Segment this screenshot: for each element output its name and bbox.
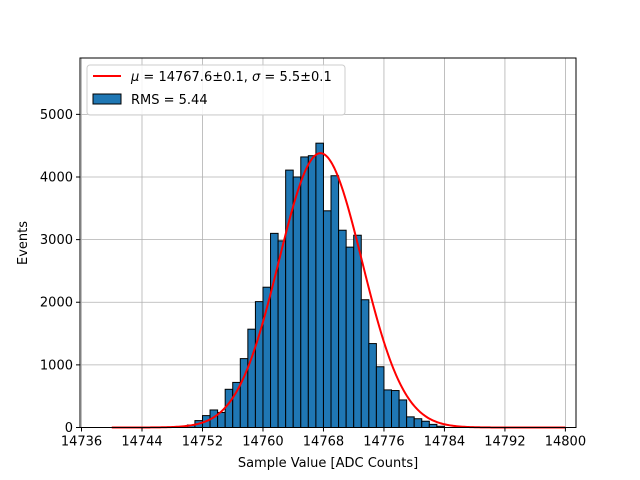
x-tick-label-4: 14768 [303, 435, 344, 450]
histogram-bar [353, 234, 362, 428]
x-tick-label-3: 14760 [242, 435, 283, 450]
histogram-bar [277, 240, 287, 428]
legend-histogram-swatch [92, 93, 122, 105]
histogram-bar [398, 399, 408, 428]
histogram-bar [315, 142, 324, 428]
x-tick-label-5: 14776 [363, 435, 404, 450]
legend-histogram-label: RMS = 5.44 [131, 93, 208, 108]
y-tick-label-1: 1000 [40, 358, 73, 373]
histogram-bar [270, 232, 279, 428]
x-tick-label-0: 14736 [61, 435, 102, 450]
histogram-bar [224, 388, 234, 428]
histogram-bar [421, 420, 430, 428]
legend-fit-label: μ = 14767.6±0.1, σ = 5.5±0.1 [130, 70, 332, 85]
x-axis-ticks: 14736 14744 14752 14760 14768 14776 14784 14792… [61, 427, 586, 450]
y-tick-label-0: 0 [65, 421, 73, 436]
histogram-bar [406, 416, 415, 429]
histogram-bar [338, 229, 347, 428]
histogram-bar [383, 389, 393, 429]
histogram-bar [307, 155, 317, 428]
y-tick-label-5: 5000 [40, 108, 73, 123]
histogram-bar [375, 366, 385, 429]
histogram-bar [232, 381, 241, 429]
histogram-bar [322, 210, 332, 428]
histogram-bar [254, 301, 264, 428]
legend-fit-sigma: 5.5±0.1 [279, 70, 331, 85]
y-tick-label-4: 4000 [40, 170, 73, 185]
x-tick-label-8: 14800 [545, 435, 586, 450]
x-tick-label-6: 14784 [424, 435, 465, 450]
histogram-bar [300, 156, 309, 429]
y-tick-label-3: 3000 [40, 233, 73, 248]
histogram-bar [345, 246, 355, 428]
histogram-bar [360, 299, 370, 429]
x-tick-label-2: 14752 [182, 435, 223, 450]
histogram-bar [330, 175, 340, 428]
plot-frame [79, 57, 577, 428]
y-tick-label-2: 2000 [40, 296, 73, 311]
histogram-bar [368, 343, 377, 428]
x-tick-label-1: 14744 [121, 435, 162, 450]
legend: μ = 14767.6±0.1, σ = 5.5±0.1 RMS = 5.44 [86, 64, 346, 116]
histogram-bar [413, 418, 423, 429]
histogram-bar [247, 328, 256, 428]
histogram-bar [292, 176, 302, 428]
y-axis-ticks: 0 1000 2000 3000 4000 5000 [40, 108, 80, 436]
y-axis-label: Events [16, 221, 31, 265]
histogram-bar [391, 390, 400, 428]
x-tick-label-7: 14792 [484, 435, 525, 450]
x-axis-label: Sample Value [ADC Counts] [238, 456, 418, 471]
legend-fit-mu: 14767.6±0.1 [158, 70, 243, 85]
legend-box [86, 64, 346, 116]
